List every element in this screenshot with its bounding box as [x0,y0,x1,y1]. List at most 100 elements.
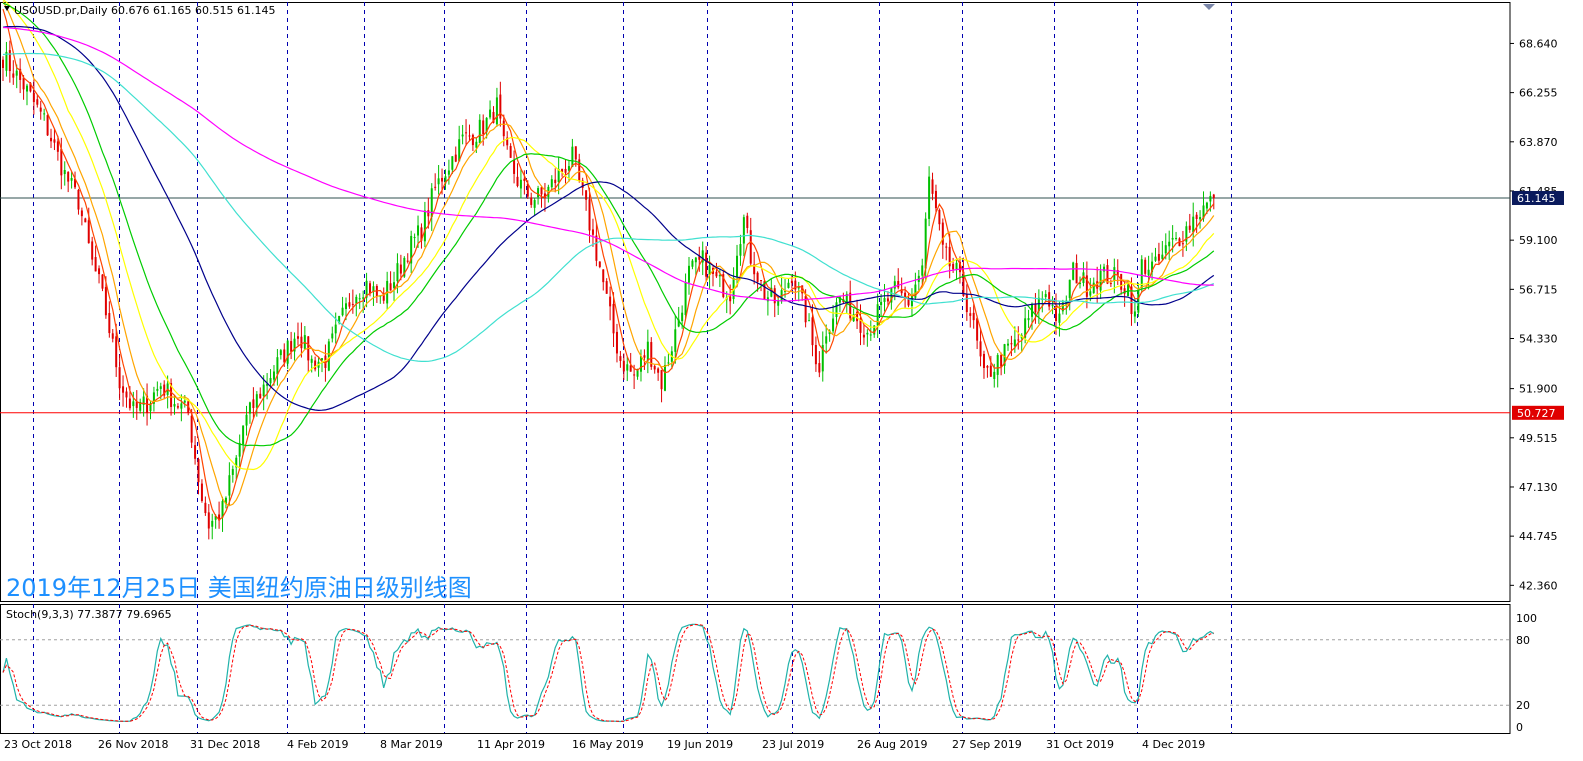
candle-body [50,137,53,142]
candle-body [880,301,883,306]
candle-body [228,475,231,496]
candle-body [118,367,121,389]
candle-body [67,172,70,182]
candle-body [986,365,989,368]
candle-body [715,271,718,277]
candle-body [907,297,910,306]
date-tick-label: 16 May 2019 [572,738,644,751]
candle-body [393,282,396,288]
candle-body [149,403,152,412]
candle-body [94,257,97,272]
candle-body [873,325,876,335]
candle-body [811,317,814,346]
candle-body [492,111,495,123]
candle-body [338,315,341,323]
candle-body [1092,282,1095,294]
candle-body [489,109,492,118]
price-tick-label: 63.870 [1519,136,1558,149]
candle-body [688,265,690,283]
candle-body [245,414,248,426]
candle-body [128,398,131,409]
candle-body [1103,266,1106,272]
symbol-menu-icon[interactable] [4,6,10,11]
candle-body [1133,311,1136,317]
date-tick-label: 26 Nov 2018 [98,738,168,751]
candle-body [509,145,512,158]
grid-lines [33,2,1232,733]
candle-body [612,303,615,334]
candle-body [883,298,886,302]
candle-body [1164,245,1167,254]
candle-body [1123,288,1126,294]
candle-body [773,288,776,304]
candle-body [876,304,879,326]
candle-body [787,282,790,288]
candle-body [1171,237,1174,240]
candle-body [622,360,625,372]
candle-body [533,200,536,208]
candle-body [866,332,869,335]
candle-body [1199,217,1202,220]
candle-body [461,134,464,137]
candle-body [314,360,317,370]
candle-body [1175,237,1178,240]
candle-body [736,255,739,277]
candle-body [821,345,824,372]
candle-body [825,336,828,344]
candle-body [650,342,653,367]
candle-body [389,283,392,291]
candle-body [269,378,272,384]
candle-body [142,396,145,405]
date-tick-label: 27 Sep 2019 [952,738,1022,751]
candle-body [979,341,982,357]
candle-body [897,280,900,288]
candle-body [430,188,433,217]
chart-shift-icon[interactable] [1203,4,1215,10]
stoch-signal-line [2,623,1214,722]
candle-body [989,365,992,377]
candle-body [1037,297,1040,312]
candle-body [218,514,221,521]
candle-body [310,358,313,363]
candle-body [444,176,447,184]
candle-body [471,134,474,146]
candle-body [231,469,234,475]
date-tick-label: 4 Feb 2019 [287,738,348,751]
price-tick-label: 66.255 [1519,87,1558,100]
candle-body [485,117,488,133]
candle-body [571,146,574,167]
candle-body [519,179,522,189]
candle-body [557,169,560,182]
candle-body [1192,216,1195,233]
support-price-badge [1512,405,1564,420]
candle-body [2,59,4,68]
price-tick-label: 49.515 [1519,432,1558,445]
candle-body [63,170,66,175]
candle-body [1157,253,1160,261]
date-tick-label: 31 Dec 2018 [190,738,260,751]
candle-body [677,319,680,327]
candle-body [667,362,670,364]
candle-body [296,336,299,339]
candle-body [1212,194,1215,198]
candle-body [818,363,821,373]
candle-body [605,281,608,294]
candle-body [345,303,347,310]
stoch-tick-label: 0 [1516,721,1523,734]
candle-body [1127,284,1130,296]
candle-body [760,280,763,282]
candle-body [513,159,516,174]
candle-body [399,264,402,274]
candle-body [451,156,454,170]
candle-body [845,293,848,305]
candle-body [1034,304,1037,313]
candle-body [1130,286,1133,315]
candle-body [914,284,917,298]
price-tick-label: 56.715 [1519,283,1558,296]
candle-body [499,94,502,119]
candle-body [334,324,337,334]
candle-body [1116,270,1119,276]
candle-body [396,263,399,282]
